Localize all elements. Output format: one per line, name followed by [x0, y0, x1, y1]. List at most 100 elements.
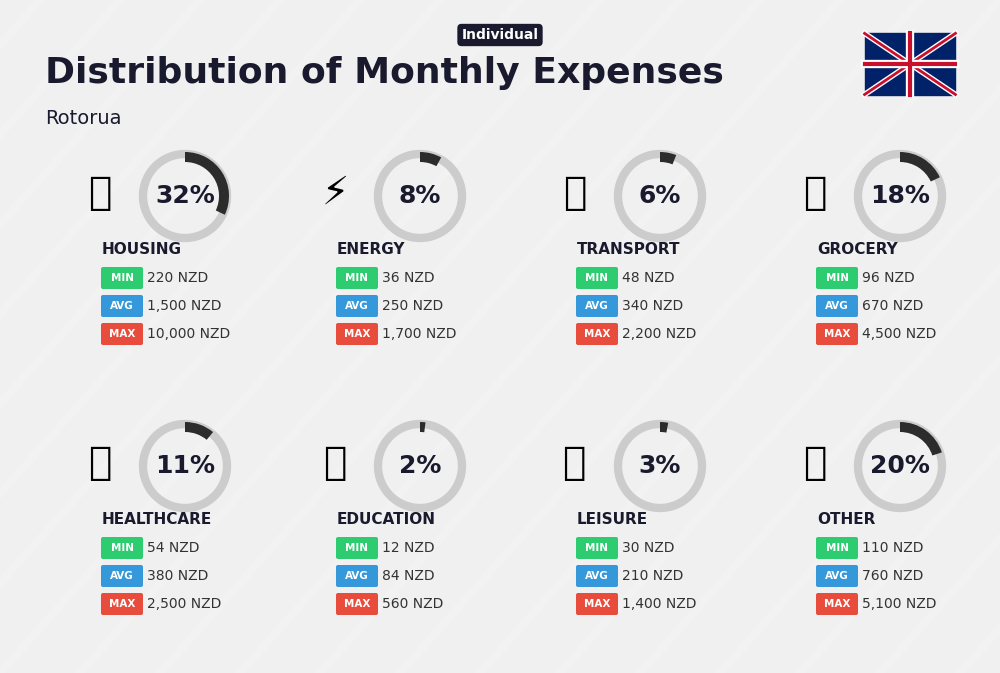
Text: MIN: MIN — [586, 543, 608, 553]
Text: MAX: MAX — [824, 599, 850, 609]
Text: 1,400 NZD: 1,400 NZD — [622, 597, 696, 611]
Text: HOUSING: HOUSING — [102, 242, 182, 258]
Text: MAX: MAX — [109, 599, 135, 609]
Text: 💰: 💰 — [803, 444, 827, 482]
Text: TRANSPORT: TRANSPORT — [577, 242, 680, 258]
Text: OTHER: OTHER — [817, 513, 875, 528]
Text: MIN: MIN — [826, 273, 849, 283]
Text: 30 NZD: 30 NZD — [622, 541, 674, 555]
Text: 20%: 20% — [870, 454, 930, 478]
Text: 96 NZD: 96 NZD — [862, 271, 915, 285]
Text: 10,000 NZD: 10,000 NZD — [147, 327, 230, 341]
FancyBboxPatch shape — [336, 267, 378, 289]
Text: 1,500 NZD: 1,500 NZD — [147, 299, 222, 313]
Text: ⚡: ⚡ — [321, 174, 349, 212]
Text: Distribution of Monthly Expenses: Distribution of Monthly Expenses — [45, 56, 724, 90]
Text: 🚌: 🚌 — [563, 174, 587, 212]
Text: 84 NZD: 84 NZD — [382, 569, 435, 583]
Wedge shape — [185, 152, 229, 215]
Text: 8%: 8% — [399, 184, 441, 208]
FancyBboxPatch shape — [816, 593, 858, 615]
Wedge shape — [660, 422, 668, 433]
Text: 🛍️: 🛍️ — [563, 444, 587, 482]
Text: 6%: 6% — [639, 184, 681, 208]
FancyBboxPatch shape — [576, 295, 618, 317]
FancyBboxPatch shape — [101, 267, 143, 289]
Text: MAX: MAX — [344, 329, 370, 339]
Text: MAX: MAX — [344, 599, 370, 609]
Text: 18%: 18% — [870, 184, 930, 208]
Text: AVG: AVG — [825, 571, 849, 581]
Text: 2,500 NZD: 2,500 NZD — [147, 597, 221, 611]
Text: MIN: MIN — [346, 543, 368, 553]
FancyBboxPatch shape — [816, 323, 858, 345]
FancyBboxPatch shape — [816, 267, 858, 289]
Text: MAX: MAX — [824, 329, 850, 339]
FancyBboxPatch shape — [576, 565, 618, 587]
FancyBboxPatch shape — [101, 323, 143, 345]
Text: AVG: AVG — [110, 301, 134, 311]
Text: 560 NZD: 560 NZD — [382, 597, 443, 611]
Wedge shape — [185, 422, 213, 439]
Text: MIN: MIN — [586, 273, 608, 283]
Text: 🎓: 🎓 — [323, 444, 347, 482]
FancyBboxPatch shape — [101, 537, 143, 559]
Text: 670 NZD: 670 NZD — [862, 299, 923, 313]
Text: 380 NZD: 380 NZD — [147, 569, 208, 583]
Text: 1,700 NZD: 1,700 NZD — [382, 327, 456, 341]
Wedge shape — [900, 422, 942, 456]
Text: GROCERY: GROCERY — [817, 242, 898, 258]
FancyBboxPatch shape — [336, 295, 378, 317]
Text: 💊: 💊 — [88, 444, 112, 482]
FancyBboxPatch shape — [101, 565, 143, 587]
Text: Individual: Individual — [462, 28, 538, 42]
Text: 2,200 NZD: 2,200 NZD — [622, 327, 696, 341]
FancyBboxPatch shape — [816, 295, 858, 317]
Text: 340 NZD: 340 NZD — [622, 299, 683, 313]
Text: Rotorua: Rotorua — [45, 108, 122, 127]
Text: MIN: MIN — [826, 543, 849, 553]
Text: 54 NZD: 54 NZD — [147, 541, 200, 555]
Text: MAX: MAX — [584, 329, 610, 339]
Text: AVG: AVG — [825, 301, 849, 311]
Wedge shape — [660, 152, 676, 164]
Text: LEISURE: LEISURE — [577, 513, 648, 528]
Text: HEALTHCARE: HEALTHCARE — [102, 513, 212, 528]
FancyBboxPatch shape — [336, 537, 378, 559]
FancyBboxPatch shape — [576, 593, 618, 615]
Text: AVG: AVG — [345, 301, 369, 311]
Text: 36 NZD: 36 NZD — [382, 271, 435, 285]
Text: AVG: AVG — [110, 571, 134, 581]
Text: 4,500 NZD: 4,500 NZD — [862, 327, 936, 341]
FancyBboxPatch shape — [816, 565, 858, 587]
Text: AVG: AVG — [345, 571, 369, 581]
Text: 250 NZD: 250 NZD — [382, 299, 443, 313]
Text: MAX: MAX — [584, 599, 610, 609]
Text: 11%: 11% — [155, 454, 215, 478]
Text: 210 NZD: 210 NZD — [622, 569, 683, 583]
Text: EDUCATION: EDUCATION — [337, 513, 436, 528]
Text: MIN: MIN — [110, 543, 134, 553]
Wedge shape — [420, 152, 441, 166]
Text: MIN: MIN — [110, 273, 134, 283]
Text: 110 NZD: 110 NZD — [862, 541, 924, 555]
Wedge shape — [420, 422, 426, 432]
Text: 48 NZD: 48 NZD — [622, 271, 675, 285]
Wedge shape — [900, 152, 940, 182]
FancyBboxPatch shape — [576, 537, 618, 559]
Text: 12 NZD: 12 NZD — [382, 541, 435, 555]
Text: MAX: MAX — [109, 329, 135, 339]
FancyBboxPatch shape — [336, 323, 378, 345]
Text: 5,100 NZD: 5,100 NZD — [862, 597, 937, 611]
Text: ENERGY: ENERGY — [337, 242, 406, 258]
FancyBboxPatch shape — [336, 565, 378, 587]
FancyBboxPatch shape — [576, 323, 618, 345]
Text: 🏢: 🏢 — [88, 174, 112, 212]
FancyBboxPatch shape — [101, 593, 143, 615]
Text: AVG: AVG — [585, 571, 609, 581]
Text: 3%: 3% — [639, 454, 681, 478]
Text: 220 NZD: 220 NZD — [147, 271, 208, 285]
Text: MIN: MIN — [346, 273, 368, 283]
Text: 32%: 32% — [155, 184, 215, 208]
FancyBboxPatch shape — [576, 267, 618, 289]
